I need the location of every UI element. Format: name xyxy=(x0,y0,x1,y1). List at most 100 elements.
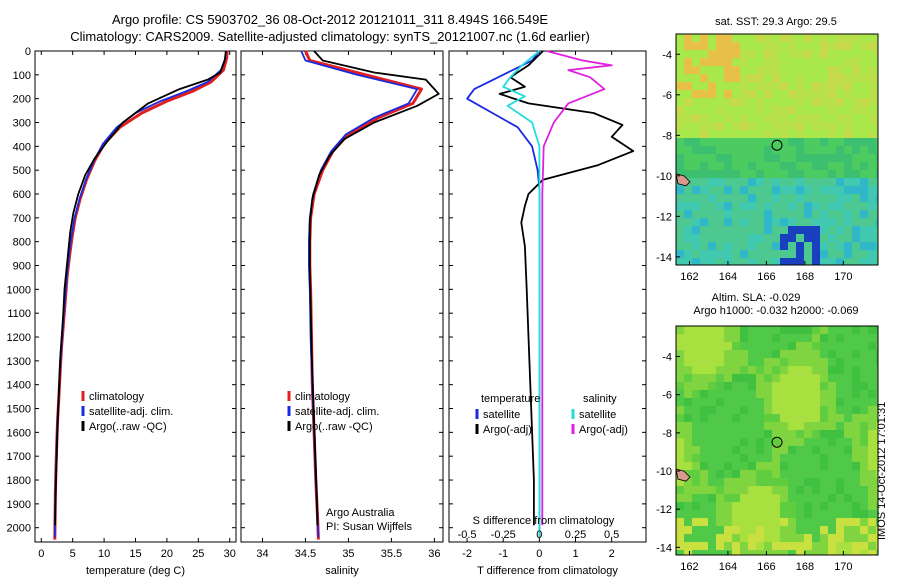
temperature-xtick-label: 20 xyxy=(161,548,173,560)
depth-tick-label: 500 xyxy=(13,165,31,177)
sst-lon-tick-label: 168 xyxy=(796,271,814,283)
salinity-xtick-label: 36 xyxy=(428,548,440,560)
sst-argo-location-marker xyxy=(771,139,783,151)
temperature-xtick-label: 10 xyxy=(98,548,110,560)
depth-tick-label: 600 xyxy=(13,189,31,201)
salinity-diff-tick-label: 0 xyxy=(536,529,542,541)
sla-lat-tick-label: -10 xyxy=(656,466,672,478)
temperature-legend-label: Argo(..raw -QC) xyxy=(89,421,167,433)
depth-tick-label: 1500 xyxy=(7,404,31,416)
sst-lon-tick-label: 170 xyxy=(834,271,852,283)
temperature-xtick-label: 15 xyxy=(129,548,141,560)
sst-lon-tick-label: 164 xyxy=(719,271,737,283)
depth-tick-label: 1900 xyxy=(7,499,31,511)
difference-xlabel-top: S difference from climatology xyxy=(473,515,615,527)
depth-tick-label: 1300 xyxy=(7,356,31,368)
sst-map-title: sat. SST: 29.3 Argo: 29.5 xyxy=(715,16,837,28)
salinity-diff-tick-label: 0.5 xyxy=(604,529,619,541)
sla-lat-tick-label: -6 xyxy=(662,390,672,402)
salinity-legend-label: satellite-adj. clim. xyxy=(295,406,379,418)
sla-map-frame xyxy=(675,325,879,556)
temperature-xtick-label: 5 xyxy=(70,548,76,560)
difference-legend-label: Argo(-adj) xyxy=(483,424,532,436)
difference-legend-header-temperature: temperature xyxy=(481,393,540,405)
depth-tick-label: 1600 xyxy=(7,427,31,439)
sla-lat-tick-label: -8 xyxy=(662,428,672,440)
sla-island xyxy=(675,468,691,482)
difference-xtick-label: 0 xyxy=(536,548,542,560)
sst-lat-tick-label: -6 xyxy=(662,90,672,102)
depth-tick-label: 0 xyxy=(25,46,31,58)
salinity-xlabel: salinity xyxy=(325,565,359,577)
depth-tick-label: 700 xyxy=(13,213,31,225)
sst-lat-tick-label: -8 xyxy=(662,130,672,142)
depth-tick-label: 1800 xyxy=(7,475,31,487)
sst-lon-tick-label: 162 xyxy=(680,271,698,283)
temperature-xtick-label: 25 xyxy=(192,548,204,560)
salinity-xtick-label: 34.5 xyxy=(295,548,316,560)
difference-xtick-label: -2 xyxy=(462,548,472,560)
salinity-xtick-label: 35.5 xyxy=(381,548,402,560)
sla-lon-tick-label: 164 xyxy=(719,561,737,573)
salinity-series-argo-raw-qc- xyxy=(308,50,440,526)
salinity-diff-tick-label: -0.25 xyxy=(491,529,516,541)
salinity-diff-tick-label: 0.25 xyxy=(565,529,586,541)
sla-lat-tick-label: -4 xyxy=(662,352,672,364)
depth-tick-label: 1200 xyxy=(7,332,31,344)
difference-xlabel: T difference from climatology xyxy=(477,565,618,577)
difference-series-argo-adj--salinity xyxy=(541,50,613,526)
temperature-xtick-label: 0 xyxy=(38,548,44,560)
sla-lon-tick-label: 168 xyxy=(796,561,814,573)
sst-lon-tick-label: 166 xyxy=(757,271,775,283)
difference-xtick-label: -1 xyxy=(498,548,508,560)
sla-lon-tick-label: 170 xyxy=(834,561,852,573)
salinity-xtick-label: 34 xyxy=(256,548,268,560)
salinity-legend-label: Argo(..raw -QC) xyxy=(295,421,373,433)
depth-tick-label: 900 xyxy=(13,261,31,273)
sla-lon-tick-label: 162 xyxy=(680,561,698,573)
sla-lat-tick-label: -14 xyxy=(656,542,672,554)
temperature-xtick-label: 30 xyxy=(224,548,236,560)
sla-lon-tick-label: 166 xyxy=(757,561,775,573)
sla-argo-location-marker xyxy=(771,436,783,448)
depth-tick-label: 800 xyxy=(13,237,31,249)
depth-tick-label: 1700 xyxy=(7,451,31,463)
difference-legend-label: satellite xyxy=(483,409,520,421)
sst-lat-tick-label: -10 xyxy=(656,171,672,183)
difference-legend-label: Argo(-adj) xyxy=(579,424,628,436)
salinity-xtick-label: 35 xyxy=(342,548,354,560)
difference-plot-frame xyxy=(448,50,647,543)
depth-tick-label: 200 xyxy=(13,94,31,106)
sla-map-title: Altim. SLA: -0.029 xyxy=(711,292,801,304)
difference-legend-label: satellite xyxy=(579,409,616,421)
salinity-legend-label: climatology xyxy=(295,391,351,403)
sst-map-field xyxy=(676,34,878,265)
difference-series-satellite-salinity xyxy=(502,50,541,538)
temperature-legend-label: climatology xyxy=(89,391,145,403)
depth-tick-label: 2000 xyxy=(7,523,31,535)
temperature-legend-label: satellite-adj. clim. xyxy=(89,406,173,418)
difference-xtick-label: 1 xyxy=(572,548,578,560)
sst-island xyxy=(675,173,691,187)
salinity-annotation: PI: Susan Wijffels xyxy=(326,521,412,533)
salinity-plot-frame xyxy=(240,50,444,543)
sla-map-subtitle: Argo h1000: -0.032 h2000: -0.069 xyxy=(693,305,859,317)
difference-xtick-label: 2 xyxy=(609,548,615,560)
depth-tick-label: 300 xyxy=(13,118,31,130)
depth-tick-label: 1000 xyxy=(7,284,31,296)
sst-map-frame xyxy=(675,33,879,266)
figure-title-line1: Argo profile: CS 5903702_36 08-Oct-2012 … xyxy=(111,12,549,27)
salinity-diff-tick-label: -0.5 xyxy=(458,529,477,541)
sst-lat-tick-label: -12 xyxy=(656,211,672,223)
sla-lat-tick-label: -12 xyxy=(656,504,672,516)
figure-title-line2: Climatology: CARS2009. Satellite-adjuste… xyxy=(70,29,590,44)
difference-legend-header-salinity: salinity xyxy=(583,393,617,405)
sst-lat-tick-label: -14 xyxy=(656,252,672,264)
salinity-annotation: Argo Australia xyxy=(326,507,395,519)
temperature-xlabel: temperature (deg C) xyxy=(86,565,185,577)
depth-tick-label: 1100 xyxy=(7,308,31,320)
depth-tick-label: 1400 xyxy=(7,380,31,392)
depth-tick-label: 100 xyxy=(13,70,31,82)
temperature-series-argo-raw-qc- xyxy=(54,50,227,526)
